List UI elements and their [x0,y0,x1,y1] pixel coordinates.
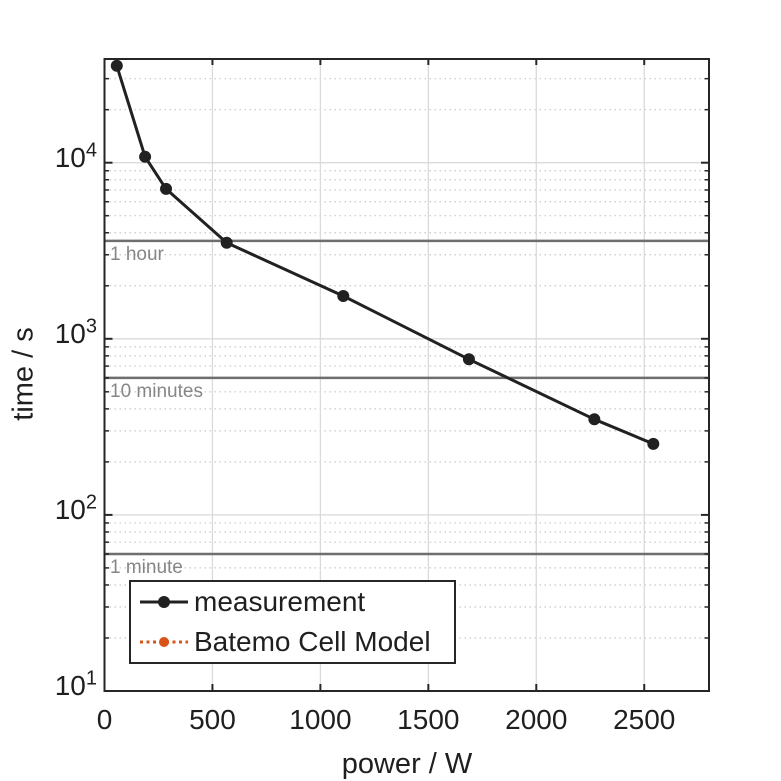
legend: measurement Batemo Cell Model [129,580,456,664]
data-point-marker [462,353,475,366]
legend-entry-measurement: measurement [131,582,454,622]
data-point-marker [160,182,173,195]
x-tick-label: 2000 [505,704,568,735]
y-tick-label: 101 [54,667,97,701]
measurement-line-sample-icon [140,596,188,608]
reference-label-10-minutes: 10 minutes [110,381,203,403]
circle-marker-icon [158,596,170,608]
reference-label-1-minute: 1 minute [110,557,183,579]
data-point-marker [588,413,601,426]
data-point-marker [110,59,123,72]
legend-label-measurement: measurement [194,586,366,617]
data-point-marker [647,437,660,450]
legend-label-batemo-cell-model: Batemo Cell Model [194,626,431,657]
reference-label-1-hour: 1 hour [110,244,164,266]
x-axis-label: power / W [341,748,473,780]
data-point-marker [220,236,233,249]
x-tick-label: 1000 [289,704,352,735]
data-point-marker [337,289,350,302]
legend-entry-batemo-cell-model: Batemo Cell Model [131,622,454,662]
y-tick-label: 103 [54,315,97,349]
model-line-sample-icon [140,637,188,647]
data-point-marker [139,150,152,163]
series-line [115,64,655,446]
y-tick-label: 102 [54,491,97,525]
y-axis-label: time / s [7,327,40,421]
circle-marker-icon [159,637,169,647]
axes-box [103,58,710,692]
y-tick-label: 104 [54,139,97,173]
x-tick-label: 0 [96,704,113,735]
x-tick-label: 2500 [613,704,676,735]
x-tick-label: 1500 [397,704,460,735]
x-tick-label: 500 [189,704,236,735]
